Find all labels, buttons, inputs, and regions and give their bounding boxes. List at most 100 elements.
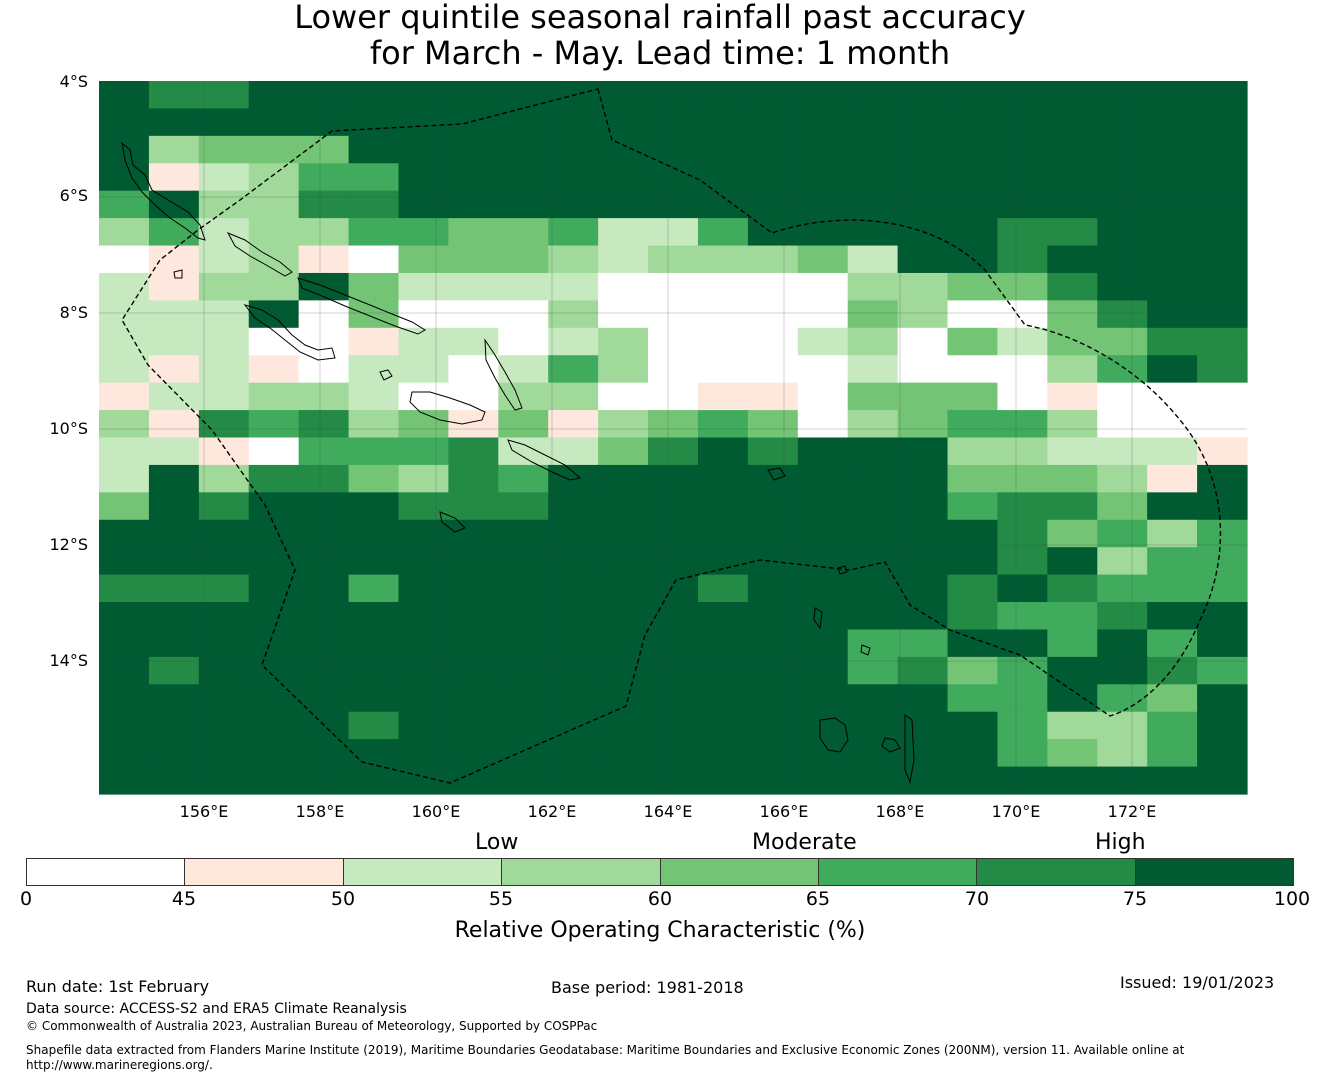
grid-cell bbox=[348, 766, 400, 795]
grid-cell bbox=[198, 464, 250, 493]
grid-cell bbox=[697, 135, 749, 164]
grid-cell bbox=[99, 547, 150, 576]
legend-category-low: Low bbox=[475, 830, 519, 855]
grid-cell bbox=[1147, 163, 1198, 192]
grid-cell bbox=[1147, 629, 1198, 658]
grid-cell bbox=[99, 272, 150, 301]
lon-label-168e: 168°E bbox=[875, 802, 925, 821]
grid-cell bbox=[897, 656, 949, 685]
grid-cell bbox=[847, 382, 899, 411]
grid-cell bbox=[1047, 629, 1098, 658]
grid-cell bbox=[947, 355, 999, 384]
grid-cell bbox=[348, 190, 400, 219]
grid-cell bbox=[847, 163, 899, 192]
grid-cell bbox=[548, 711, 599, 740]
grid-cell bbox=[248, 135, 300, 164]
grid-cell bbox=[598, 81, 649, 110]
grid-cell bbox=[248, 108, 300, 137]
grid-cell bbox=[1197, 135, 1248, 164]
grid-cell bbox=[498, 218, 549, 247]
grid-cell bbox=[298, 629, 350, 658]
small-islet-2 bbox=[173, 269, 183, 279]
grid-cell bbox=[1097, 163, 1148, 192]
grid-cell bbox=[348, 602, 400, 631]
grid-cell bbox=[648, 81, 699, 110]
grid-cell bbox=[697, 218, 749, 247]
grid-cell bbox=[1097, 684, 1148, 713]
grid-cell bbox=[548, 766, 599, 795]
grid-cell bbox=[398, 163, 449, 192]
colorbar-tick-75: 75 bbox=[1122, 888, 1148, 910]
grid-cell bbox=[548, 300, 599, 329]
grid-cell bbox=[997, 108, 1048, 137]
grid-cell bbox=[398, 656, 449, 685]
grid-cell bbox=[298, 519, 350, 548]
grid-cell bbox=[947, 382, 999, 411]
grid-cell bbox=[797, 300, 849, 329]
grid-cell bbox=[448, 218, 499, 247]
grid-cell bbox=[997, 135, 1048, 164]
grid-cell bbox=[1047, 108, 1098, 137]
grid-cell bbox=[448, 739, 499, 768]
grid-cell bbox=[148, 163, 200, 192]
grid-cell bbox=[198, 410, 250, 439]
grid-cell bbox=[598, 300, 649, 329]
grid-cell bbox=[248, 629, 300, 658]
grid-cell bbox=[1097, 711, 1148, 740]
grid-cell bbox=[1047, 602, 1098, 631]
grid-cell bbox=[947, 629, 999, 658]
grid-cell bbox=[1197, 327, 1248, 356]
grid-cell bbox=[1197, 656, 1248, 685]
grid-cell bbox=[1097, 218, 1148, 247]
grid-cell bbox=[198, 766, 250, 795]
grid-cell bbox=[747, 300, 799, 329]
grid-cell bbox=[398, 629, 449, 658]
grid-cell bbox=[797, 190, 849, 219]
grid-cell bbox=[148, 739, 200, 768]
title-line-2: for March - May. Lead time: 1 month bbox=[369, 34, 951, 72]
grid-cells bbox=[99, 81, 1248, 795]
lat-label-12s: 12°S bbox=[49, 535, 88, 554]
grid-cell bbox=[747, 437, 799, 466]
grid-cell bbox=[897, 739, 949, 768]
grid-cell bbox=[398, 218, 449, 247]
grid-cell bbox=[398, 272, 449, 301]
grid-cell bbox=[1197, 684, 1248, 713]
colorbar-tick-55: 55 bbox=[488, 888, 514, 910]
grid-cell bbox=[1047, 492, 1098, 521]
grid-cell bbox=[1197, 602, 1248, 631]
grid-cell bbox=[797, 108, 849, 137]
grid-cell bbox=[797, 272, 849, 301]
grid-cell bbox=[648, 464, 699, 493]
grid-cell bbox=[148, 711, 200, 740]
grid-cell bbox=[797, 327, 849, 356]
grid-cell bbox=[248, 327, 300, 356]
grid-cell bbox=[648, 739, 699, 768]
grid-cell bbox=[548, 739, 599, 768]
grid-cell bbox=[598, 602, 649, 631]
grid-cell bbox=[248, 464, 300, 493]
colorbar-tick-100: 100 bbox=[1273, 888, 1311, 910]
grid-cell bbox=[148, 272, 200, 301]
grid-cell bbox=[648, 218, 699, 247]
grid-cell bbox=[398, 437, 449, 466]
grid-cell bbox=[398, 190, 449, 219]
grid-cell bbox=[348, 135, 400, 164]
grid-cell bbox=[298, 327, 350, 356]
grid-cell bbox=[1097, 355, 1148, 384]
grid-cell bbox=[148, 629, 200, 658]
grid-cell bbox=[947, 684, 999, 713]
grid-cell bbox=[997, 218, 1048, 247]
grid-cell bbox=[398, 519, 449, 548]
grid-cell bbox=[947, 218, 999, 247]
grid-cell bbox=[148, 519, 200, 548]
grid-cell bbox=[747, 327, 799, 356]
grid-cell bbox=[548, 410, 599, 439]
grid-cell bbox=[997, 547, 1048, 576]
grid-cell bbox=[348, 272, 400, 301]
grid-cell bbox=[198, 218, 250, 247]
grid-cell bbox=[1197, 190, 1248, 219]
grid-cell bbox=[1197, 245, 1248, 274]
grid-cell bbox=[747, 739, 799, 768]
grid-cell bbox=[697, 629, 749, 658]
